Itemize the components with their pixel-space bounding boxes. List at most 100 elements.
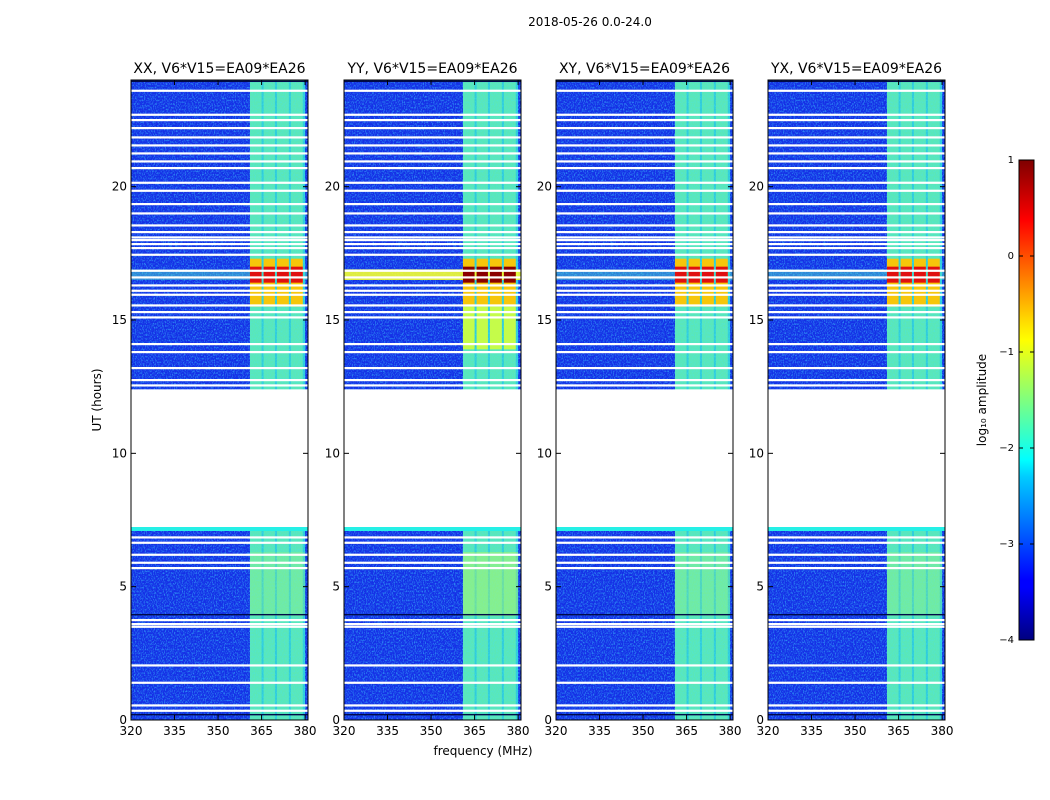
flare-tail-3: [489, 306, 502, 350]
flagged-row: [556, 212, 733, 215]
x-tick-label: 350: [632, 724, 655, 738]
panel-1: XX, V6*V15=EA09*EA26 320 335 350 365 380 0 5 10 1…: [112, 61, 317, 738]
y-tick-label: 10: [537, 446, 552, 460]
dark-row: [768, 80, 945, 83]
flagged-row: [556, 127, 733, 130]
flagged-row: [556, 113, 733, 116]
flagged-row: [344, 269, 521, 272]
flagged-row: [556, 181, 733, 184]
flagged-row: [131, 144, 308, 147]
flare-core-1: [886, 266, 899, 283]
flagged-row: [768, 160, 945, 163]
flagged-row: [556, 704, 733, 707]
y-tick-label: 10: [749, 446, 764, 460]
flagged-row: [131, 253, 308, 256]
flare-core-4: [715, 266, 728, 283]
flare-core-4: [290, 266, 303, 283]
flagged-row: [344, 160, 521, 163]
x-tick-label: 320: [757, 724, 780, 738]
y-tick-label: 0: [119, 713, 127, 727]
flagged-row: [344, 351, 521, 354]
flagged-row: [344, 304, 521, 307]
x-tick-label: 365: [675, 724, 698, 738]
flare-core-3: [701, 266, 714, 283]
flagged-row: [556, 293, 733, 296]
flagged-row: [768, 709, 945, 712]
dark-row: [131, 713, 308, 716]
y-axis-label: UT (hours): [90, 368, 104, 431]
flagged-row: [768, 293, 945, 296]
flagged-row: [768, 623, 945, 626]
flare-tail-2: [476, 306, 488, 350]
flagged-row: [556, 203, 733, 206]
flagged-row: [131, 704, 308, 707]
flare-streak: [556, 269, 733, 280]
flare-core-3: [489, 266, 502, 283]
panel-3: XY, V6*V15=EA09*EA26 320 335 350 365 380 0 5 10 1…: [537, 61, 742, 738]
flagged-row: [768, 239, 945, 242]
flagged-row: [768, 212, 945, 215]
flagged-row: [344, 136, 521, 139]
flagged-row: [131, 536, 308, 539]
flagged-row: [556, 224, 733, 227]
flagged-row: [556, 367, 733, 370]
flagged-row: [768, 541, 945, 544]
flagged-row: [768, 181, 945, 184]
flagged-row: [131, 136, 308, 139]
flagged-row: [556, 89, 733, 92]
flagged-row: [768, 567, 945, 570]
flagged-row: [131, 343, 308, 346]
flagged-row: [344, 316, 521, 319]
flagged-row: [344, 619, 521, 622]
flagged-row: [768, 231, 945, 234]
flagged-row: [556, 384, 733, 387]
flagged-row: [344, 231, 521, 234]
panels-group: XX, V6*V15=EA09*EA26 320 335 350 365 380 0 5 10 1…: [112, 61, 954, 738]
dark-row: [768, 713, 945, 716]
data-gap: [131, 389, 308, 528]
y-tick-label: 15: [112, 313, 127, 327]
flagged-row: [131, 619, 308, 622]
flare-core-1: [462, 266, 475, 283]
flagged-row: [344, 203, 521, 206]
x-tick-label: 380: [931, 724, 954, 738]
dark-row: [131, 80, 308, 83]
flagged-row: [556, 160, 733, 163]
flagged-row: [556, 536, 733, 539]
flagged-row: [556, 236, 733, 239]
flagged-row: [556, 623, 733, 626]
colorbar-tick-label: −1: [999, 347, 1014, 358]
flagged-row: [344, 253, 521, 256]
dark-row: [556, 713, 733, 716]
figure-title: 2018-05-26 0.0-24.0: [528, 15, 652, 29]
flagged-row: [556, 289, 733, 292]
flagged-row: [556, 284, 733, 287]
flagged-row: [556, 553, 733, 556]
colorbar-ticks: 1 0 −1 −2 −3 −4: [999, 155, 1034, 646]
y-tick-label: 0: [332, 713, 340, 727]
dark-row: [344, 80, 521, 83]
flagged-row: [768, 144, 945, 147]
panel-title: XX, V6*V15=EA09*EA26: [133, 61, 305, 77]
x-tick-label: 380: [719, 724, 742, 738]
flagged-row: [556, 269, 733, 272]
x-tick-label: 350: [844, 724, 867, 738]
flagged-row: [344, 243, 521, 246]
dark-row: [556, 80, 733, 83]
y-tick-label: 0: [544, 713, 552, 727]
y-tick-label: 20: [749, 180, 764, 194]
flagged-row: [556, 189, 733, 192]
flagged-row: [131, 167, 308, 170]
gap-edge: [768, 527, 945, 531]
flagged-row: [556, 541, 733, 544]
flagged-row: [344, 289, 521, 292]
flagged-row: [131, 231, 308, 234]
flagged-row: [131, 243, 308, 246]
rfi-enhanced-block: [462, 552, 519, 616]
flagged-row: [344, 189, 521, 192]
x-tick-label: 320: [120, 724, 143, 738]
flare-core-2: [900, 266, 912, 283]
y-tick-label: 20: [537, 180, 552, 194]
flagged-row: [131, 623, 308, 626]
